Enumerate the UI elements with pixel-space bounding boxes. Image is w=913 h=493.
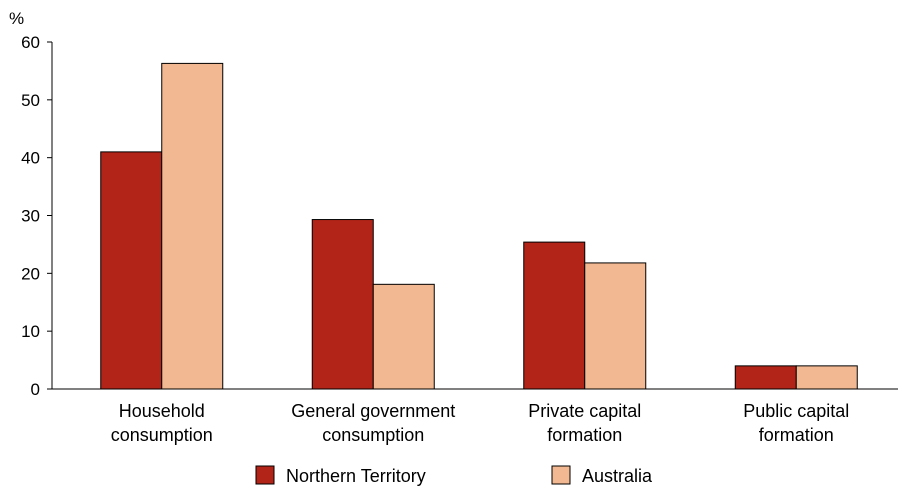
category-label: General government bbox=[291, 401, 455, 421]
bar-northern-territory bbox=[523, 241, 586, 390]
y-tick-label: 30 bbox=[21, 207, 40, 226]
category-label: consumption bbox=[322, 425, 424, 445]
y-axis-ticks: 0 10 20 30 40 50 60 bbox=[21, 33, 52, 399]
y-axis-unit-label: % bbox=[9, 9, 24, 28]
bar-australia bbox=[372, 283, 435, 390]
bar-northern-territory bbox=[734, 365, 797, 390]
y-tick-label: 20 bbox=[21, 264, 40, 283]
y-tick-label: 10 bbox=[21, 322, 40, 341]
legend-label: Northern Territory bbox=[286, 466, 426, 486]
category-label: formation bbox=[547, 425, 622, 445]
bar-northern-territory bbox=[311, 219, 374, 390]
category-label: Household bbox=[119, 401, 205, 421]
category-label: consumption bbox=[111, 425, 213, 445]
legend-swatch bbox=[255, 465, 275, 485]
category-labels: Household consumption General government co… bbox=[111, 401, 850, 445]
legend-label: Australia bbox=[582, 466, 653, 486]
legend-swatch bbox=[551, 465, 571, 485]
bars bbox=[100, 62, 858, 390]
y-tick-label: 50 bbox=[21, 91, 40, 110]
bar-australia bbox=[161, 62, 224, 390]
bar-australia bbox=[584, 262, 647, 390]
y-tick-label: 0 bbox=[31, 380, 40, 399]
y-tick-label: 60 bbox=[21, 33, 40, 52]
category-label: Private capital bbox=[528, 401, 641, 421]
category-label: formation bbox=[759, 425, 834, 445]
y-tick-label: 40 bbox=[21, 149, 40, 168]
legend: Northern Territory Australia bbox=[255, 465, 653, 486]
category-label: Public capital bbox=[743, 401, 849, 421]
bar-australia bbox=[795, 365, 858, 390]
bar-northern-territory bbox=[100, 151, 163, 390]
